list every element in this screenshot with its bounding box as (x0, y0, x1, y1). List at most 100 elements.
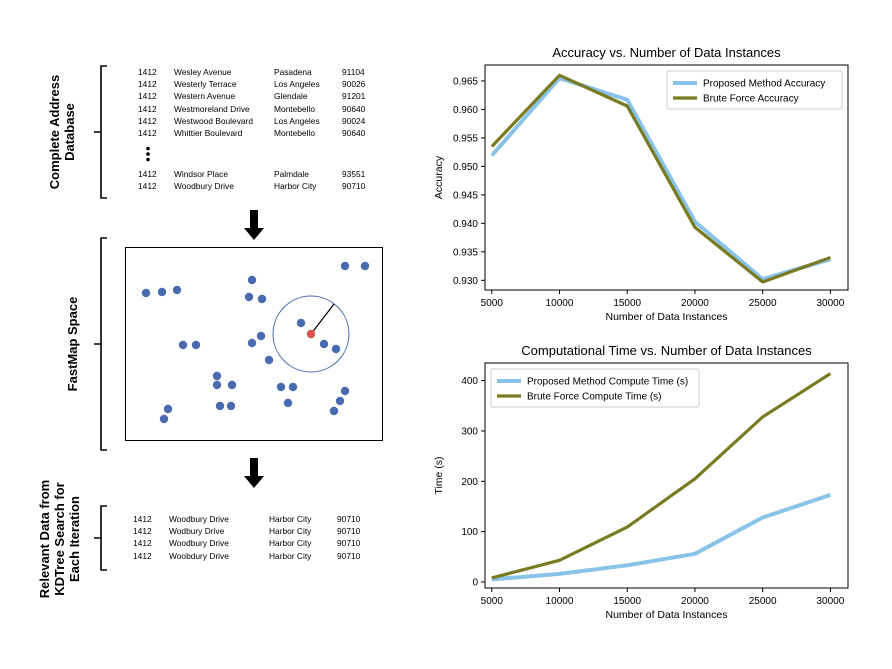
city-cell: Montebello (274, 128, 315, 139)
chart-title: Computational Time vs. Number of Data In… (521, 343, 812, 358)
x-tick-label: 10000 (546, 298, 574, 309)
house-number-cell: 1412 (138, 67, 157, 77)
house-number-cell: 1412 (133, 550, 152, 561)
bracket-database (94, 65, 107, 199)
chart-title: Accuracy vs. Number of Data Instances (552, 45, 781, 60)
x-tick-label: 15000 (613, 596, 641, 607)
data-point (227, 380, 237, 390)
series-line-brute-force (491, 372, 832, 580)
y-tick-label: 0.965 (453, 76, 478, 87)
legend-label: Proposed Method Compute Time (s) (527, 377, 688, 388)
table-row: 1412 Westmoreland Drive Montebello 90640 (138, 103, 372, 115)
house-number-cell: 1412 (138, 181, 157, 192)
data-point (360, 261, 370, 271)
city-cell: Palmdale (274, 169, 309, 179)
data-point (283, 398, 293, 408)
y-tick-label: 0.935 (453, 247, 478, 258)
street-cell: Woodbury Drive (169, 538, 229, 549)
house-number-cell: 1412 (138, 128, 157, 139)
table-row: 1412 Whittier Boulevard Montebello 90640 (138, 127, 372, 139)
y-tick-label: 0.940 (453, 219, 478, 230)
x-tick-label: 5000 (481, 298, 504, 309)
zip-cell: 90710 (342, 181, 366, 192)
brackets (94, 65, 107, 571)
plot-frame (484, 64, 849, 291)
y-tick-label: 100 (461, 527, 478, 538)
legend-label: Brute Force Compute Time (s) (527, 392, 661, 403)
accuracy-chart: Accuracy vs. Number of Data Instances 0.9… (433, 45, 849, 323)
x-tick-label: 30000 (816, 596, 844, 607)
series-line-proposed (490, 76, 831, 282)
x-tick-label: 15000 (613, 298, 641, 309)
x-tick-label: 20000 (681, 298, 709, 309)
x-axis-label: Number of Data Instances (606, 609, 728, 621)
y-tick-label: 0 (472, 577, 478, 588)
table-row: 1412 Woodbury Drive Harbor City 90710 (133, 513, 367, 525)
legend-box (490, 368, 700, 408)
y-tick-label: 0.960 (453, 105, 478, 116)
y-tick-label: 0.945 (453, 190, 478, 201)
city-cell: Los Angeles (274, 79, 320, 90)
table-row: 1412 Woobdury Drive Harbor City 90710 (133, 550, 367, 562)
street-cell: Wodbury Drive (169, 526, 225, 537)
data-point (159, 414, 169, 424)
house-number-cell: 1412 (138, 91, 157, 102)
data-point (340, 386, 350, 396)
y-tick-label: 0.955 (453, 133, 478, 144)
zip-cell: 93551 (342, 169, 366, 179)
data-point (212, 371, 222, 381)
city-cell: Harbor City (269, 550, 312, 561)
data-point (329, 406, 339, 416)
data-point (178, 340, 188, 350)
house-number-cell: 1412 (133, 526, 152, 537)
data-point (288, 382, 298, 392)
series-line-brute-force (490, 73, 831, 284)
zip-cell: 90710 (337, 514, 361, 524)
y-tick-label: 200 (461, 477, 478, 488)
city-cell: Harbor City (269, 514, 312, 524)
street-cell: Woodbury Drive (169, 514, 229, 524)
data-point (191, 340, 201, 350)
data-point (163, 404, 173, 414)
table-row: 1412 Woodbury Drive Harbor City 90710 (133, 537, 367, 549)
y-tick-label: 400 (461, 376, 478, 387)
data-point (296, 318, 306, 328)
x-tick-label: 5000 (481, 596, 504, 607)
down-arrow-icon (244, 210, 264, 240)
table-row: 1412 Windsor Place Palmdale 93551 (138, 168, 372, 180)
city-cell: Harbor City (274, 181, 317, 192)
x-axis-label: Number of Data Instances (606, 311, 728, 323)
city-cell: Harbor City (269, 526, 312, 537)
fastmap-label: FastMap Space (65, 296, 80, 392)
database-label: Complete Address Database (47, 74, 77, 190)
data-point (141, 288, 151, 298)
house-number-cell: 1412 (138, 115, 157, 126)
search-radius-circle (272, 295, 350, 373)
zip-cell: 91201 (342, 91, 366, 102)
table-row: 1412 Western Avenue Glendale 91201 (138, 90, 372, 102)
database-table: 1412 Wesley Avenue Pasadena 91104 1412 Wester… (138, 66, 372, 139)
plot-frame (484, 362, 849, 589)
city-cell: Pasadena (274, 67, 312, 77)
house-number-cell: 1412 (138, 169, 157, 179)
x-tick-label: 20000 (681, 596, 709, 607)
data-point (244, 292, 254, 302)
data-point (264, 355, 274, 365)
y-axis-label: Accuracy (433, 155, 445, 199)
data-point (172, 285, 182, 295)
query-point (306, 329, 316, 339)
city-cell: Glendale (274, 91, 308, 102)
zip-cell: 90640 (342, 103, 366, 114)
y-axis-label: Time (s) (433, 456, 445, 494)
data-point (256, 331, 266, 341)
legend-label: Proposed Method Accuracy (703, 79, 825, 90)
data-point (257, 294, 267, 304)
city-cell: Los Angeles (274, 115, 320, 126)
y-tick-label: 300 (461, 426, 478, 437)
zip-cell: 90710 (337, 538, 361, 549)
house-number-cell: 1412 (133, 538, 152, 549)
street-cell: Windsor Place (174, 169, 228, 179)
data-point (335, 396, 345, 406)
zip-cell: 90024 (342, 115, 366, 126)
street-cell: Westwood Boulevard (174, 115, 253, 126)
